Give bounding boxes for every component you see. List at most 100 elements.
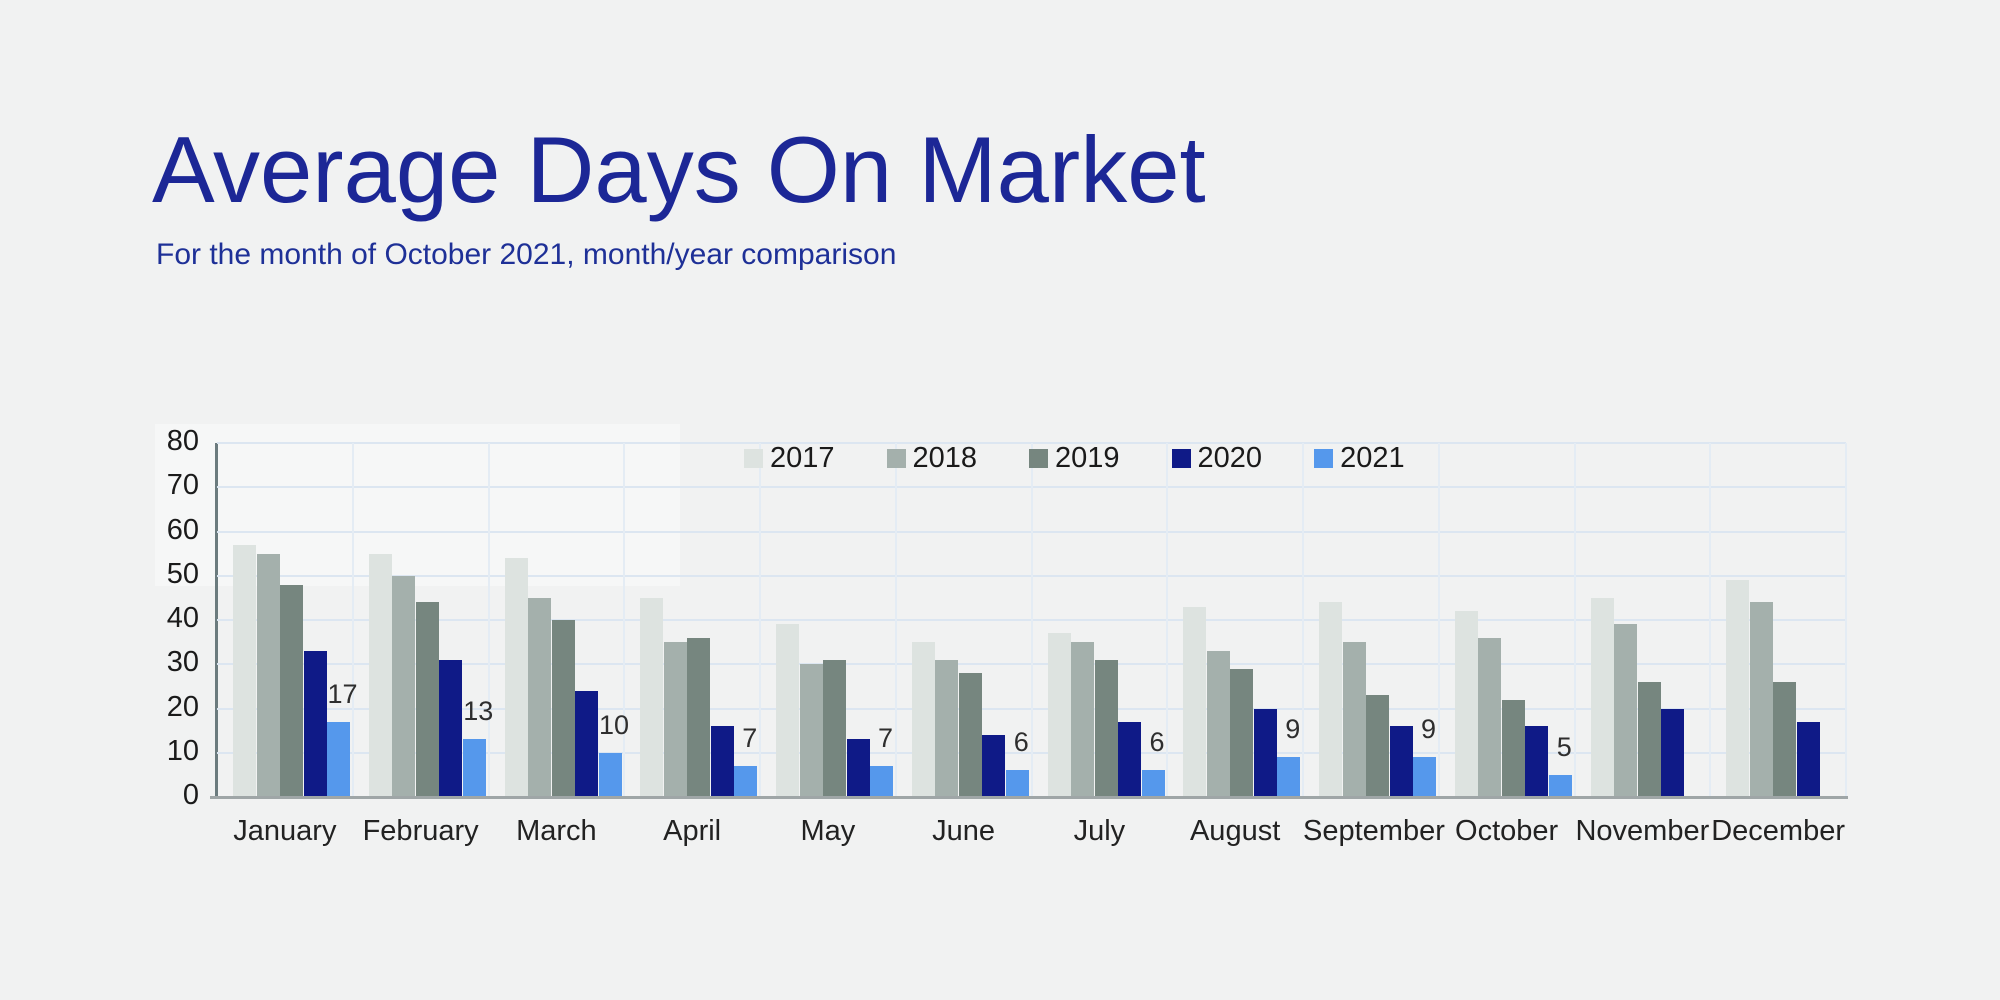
gridline <box>487 443 490 797</box>
page-title: Average Days On Market <box>152 117 1206 222</box>
bar-2021-february <box>462 739 486 797</box>
bar-2018-april <box>663 642 687 797</box>
bar-group-august: 9 <box>1183 443 1303 797</box>
bar-2021-october <box>1548 774 1572 797</box>
y-axis-tick-label: 40 <box>166 602 199 634</box>
bar-value-label: 6 <box>1013 727 1029 758</box>
bar-2018-february <box>392 575 416 797</box>
bar-2021-september <box>1413 757 1436 797</box>
bar-2017-september <box>1319 602 1342 797</box>
x-axis-month-label: June <box>932 815 996 847</box>
gridline <box>1845 443 1847 797</box>
bar-2019-september <box>1366 695 1389 797</box>
bar-group-february: 13 <box>368 443 493 797</box>
legend-swatch-icon <box>1029 449 1049 468</box>
bar-2017-may <box>776 624 799 797</box>
bar-2017-january <box>233 544 256 797</box>
x-axis-month-label: May <box>800 815 856 847</box>
x-axis-month-label: October <box>1455 815 1559 847</box>
y-axis-tick-label: 0 <box>182 779 199 811</box>
bar-value-label: 6 <box>1149 727 1165 758</box>
bar-2020-july <box>1118 721 1141 797</box>
bar-2017-march <box>504 558 528 797</box>
bar-2018-july <box>1071 642 1094 797</box>
gridline <box>1302 443 1304 797</box>
legend-label: 2017 <box>770 442 835 474</box>
legend-label: 2020 <box>1197 442 1263 474</box>
bar-value-label: 5 <box>1556 731 1572 762</box>
gridline <box>1437 443 1440 797</box>
bar-value-label: 10 <box>598 709 630 740</box>
legend-label: 2021 <box>1340 442 1405 474</box>
x-axis-month-label: April <box>663 815 722 847</box>
legend: 2017 2018 2019 2020 2021 <box>744 442 1405 475</box>
bar-2019-april <box>687 637 711 797</box>
x-axis-month-label: February <box>362 815 479 847</box>
bar-2021-march <box>598 752 622 797</box>
bar-2020-august <box>1253 708 1277 797</box>
y-axis-line <box>215 443 218 799</box>
bar-2020-december <box>1796 721 1820 797</box>
bar-value-label: 7 <box>742 723 758 754</box>
y-axis-tick-label: 30 <box>166 646 199 679</box>
bar-2017-july <box>1047 633 1071 797</box>
bar-2018-march <box>528 597 551 797</box>
bar-2020-may <box>846 739 870 797</box>
x-axis-month-label: December <box>1711 815 1846 847</box>
legend-swatch-icon <box>1314 449 1334 468</box>
bar-group-june: 6 <box>911 443 1032 797</box>
bar-group-may: 7 <box>776 443 896 797</box>
x-axis-month-label: July <box>1073 815 1126 847</box>
x-axis-month-label: January <box>233 815 337 847</box>
bar-group-december <box>1726 443 1846 797</box>
legend-swatch-icon <box>744 449 763 468</box>
bar-value-label: 9 <box>1285 714 1301 745</box>
legend-swatch-icon <box>886 449 906 468</box>
bar-value-label: 17 <box>327 678 358 709</box>
bar-2021-july <box>1141 770 1165 797</box>
legend-item-2017: 2017 <box>744 442 835 475</box>
y-axis-tick-label: 50 <box>166 557 199 590</box>
gridline <box>623 443 626 797</box>
bar-2021-april <box>734 766 758 797</box>
legend-item-2019: 2019 <box>1029 442 1120 475</box>
bar-2020-june <box>982 735 1006 797</box>
legend-label: 2018 <box>912 442 978 474</box>
bar-2019-november <box>1637 681 1661 797</box>
bar-group-march: 10 <box>504 443 629 797</box>
bar-2021-august <box>1277 757 1301 797</box>
bar-2021-january <box>327 721 350 797</box>
legend-item-2018: 2018 <box>886 442 978 475</box>
gridline <box>351 443 354 797</box>
bar-2019-october <box>1501 699 1525 797</box>
bar-chart: 17 13 10 7 7 6 6 9 9 5 January February March April M… <box>217 442 1847 847</box>
bar-group-november <box>1590 443 1711 797</box>
x-axis-line <box>210 796 1848 799</box>
bar-2017-december <box>1726 580 1750 797</box>
bar-value-label: 7 <box>877 723 894 754</box>
bar-2018-november <box>1614 624 1637 797</box>
bar-2018-may <box>799 664 823 797</box>
legend-item-2020: 2020 <box>1171 442 1263 475</box>
bar-group-april: 7 <box>640 443 760 797</box>
bar-group-october: 5 <box>1454 443 1575 797</box>
y-axis-tick-label: 10 <box>166 734 199 767</box>
bar-2019-may <box>823 659 846 797</box>
bar-2018-august <box>1206 650 1230 797</box>
bar-2018-october <box>1478 637 1502 797</box>
x-axis-month-label: August <box>1189 815 1281 847</box>
legend-item-2021: 2021 <box>1314 442 1405 475</box>
bar-2018-september <box>1342 642 1366 797</box>
bar-2018-january <box>256 553 280 797</box>
bar-2017-june <box>911 642 935 797</box>
y-axis-tick-label: 20 <box>166 690 199 723</box>
bar-2020-january <box>303 650 327 797</box>
bar-value-label: 13 <box>463 696 494 727</box>
bar-2020-november <box>1661 708 1684 797</box>
bar-2020-april <box>710 726 734 797</box>
gridline <box>1166 443 1169 797</box>
x-axis-month-label: September <box>1303 815 1445 847</box>
bar-2020-march <box>575 690 598 797</box>
bar-2018-june <box>935 659 959 797</box>
bar-2019-december <box>1773 681 1797 797</box>
